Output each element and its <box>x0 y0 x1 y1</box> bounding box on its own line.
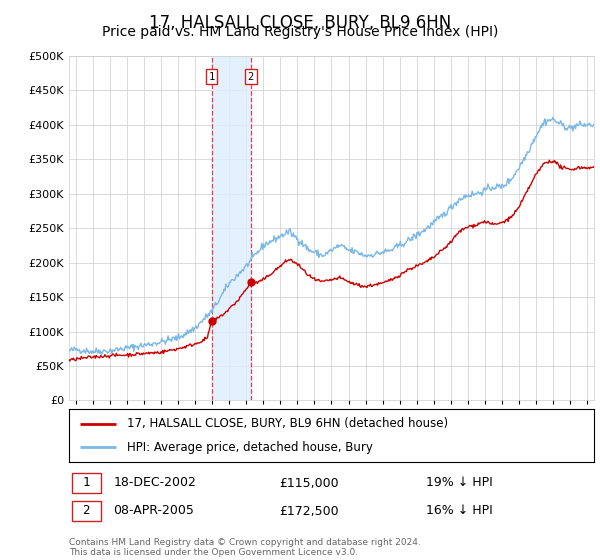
Text: HPI: Average price, detached house, Bury: HPI: Average price, detached house, Bury <box>127 441 373 454</box>
Text: 1: 1 <box>82 477 89 489</box>
Text: 2: 2 <box>248 72 254 82</box>
Text: £172,500: £172,500 <box>279 505 338 517</box>
Text: Contains HM Land Registry data © Crown copyright and database right 2024.
This d: Contains HM Land Registry data © Crown c… <box>69 538 421 557</box>
FancyBboxPatch shape <box>71 501 101 521</box>
Text: 08-APR-2005: 08-APR-2005 <box>113 505 194 517</box>
Text: 19% ↓ HPI: 19% ↓ HPI <box>426 477 493 489</box>
Text: Price paid vs. HM Land Registry's House Price Index (HPI): Price paid vs. HM Land Registry's House … <box>102 25 498 39</box>
Text: 16% ↓ HPI: 16% ↓ HPI <box>426 505 493 517</box>
Text: 17, HALSALL CLOSE, BURY, BL9 6HN (detached house): 17, HALSALL CLOSE, BURY, BL9 6HN (detach… <box>127 417 448 430</box>
Text: 18-DEC-2002: 18-DEC-2002 <box>113 477 197 489</box>
Text: 2: 2 <box>82 505 89 517</box>
Bar <box>212 56 251 400</box>
Text: £115,000: £115,000 <box>279 477 338 489</box>
Text: 1: 1 <box>208 72 215 82</box>
Text: 17, HALSALL CLOSE, BURY, BL9 6HN: 17, HALSALL CLOSE, BURY, BL9 6HN <box>149 14 451 32</box>
FancyBboxPatch shape <box>71 473 101 493</box>
